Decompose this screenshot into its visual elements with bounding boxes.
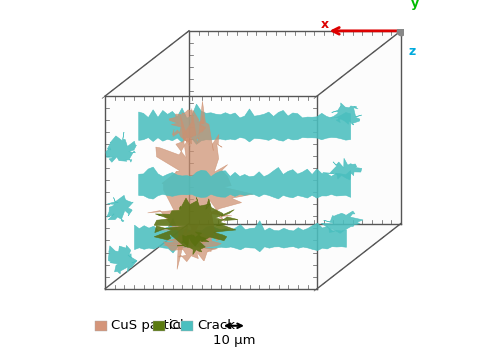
Text: 10 μm: 10 μm: [213, 334, 255, 347]
Polygon shape: [147, 101, 253, 269]
FancyBboxPatch shape: [95, 321, 107, 331]
Polygon shape: [139, 167, 351, 199]
Polygon shape: [317, 31, 401, 289]
Polygon shape: [323, 158, 362, 180]
Polygon shape: [108, 245, 137, 274]
Polygon shape: [169, 110, 206, 144]
Polygon shape: [135, 218, 346, 253]
Polygon shape: [330, 103, 362, 125]
Text: Crack: Crack: [197, 319, 235, 332]
Polygon shape: [164, 225, 221, 262]
Polygon shape: [106, 132, 136, 162]
FancyBboxPatch shape: [152, 321, 165, 331]
Polygon shape: [105, 31, 189, 289]
Text: x: x: [320, 18, 328, 31]
Text: y: y: [410, 0, 418, 10]
Polygon shape: [105, 31, 401, 96]
FancyBboxPatch shape: [181, 321, 193, 331]
Polygon shape: [107, 195, 133, 222]
Polygon shape: [154, 198, 238, 246]
Polygon shape: [139, 104, 351, 144]
Text: CuS particle: CuS particle: [111, 319, 192, 332]
Polygon shape: [189, 31, 401, 223]
Text: Cu: Cu: [169, 319, 186, 332]
Polygon shape: [105, 223, 401, 289]
Polygon shape: [321, 211, 363, 233]
Text: z: z: [408, 45, 416, 58]
Polygon shape: [182, 232, 209, 255]
